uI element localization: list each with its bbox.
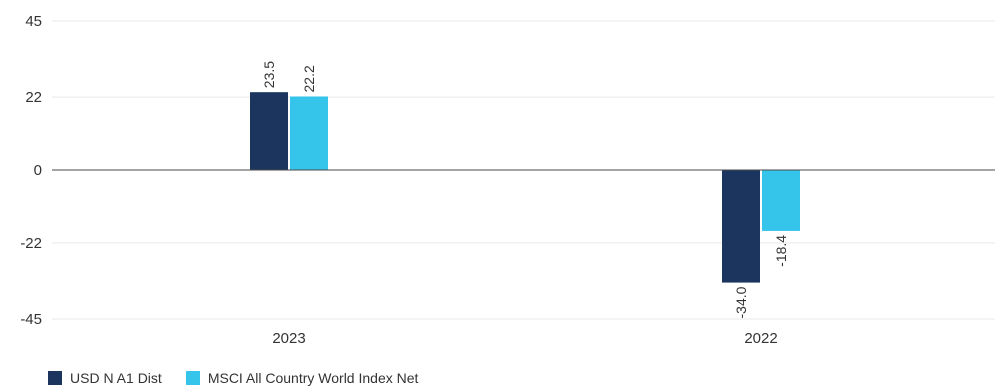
data-label: 23.5 — [261, 61, 277, 88]
gridlines — [52, 20, 995, 320]
x-axis: 2023 2022 — [272, 330, 777, 347]
legend-item-series-2: MSCI All Country World Index Net — [185, 370, 419, 386]
data-label: -34.0 — [733, 286, 749, 318]
data-label: -18.4 — [773, 235, 789, 267]
bar — [762, 170, 800, 231]
legend-swatch — [48, 371, 62, 385]
bar — [250, 92, 288, 170]
data-labels: 23.5 22.2 -34.0 -18.4 — [261, 61, 789, 319]
bar — [722, 170, 760, 283]
x-tick-label: 2023 — [272, 330, 305, 347]
legend-swatch — [185, 371, 200, 385]
x-tick-label: 2022 — [744, 330, 777, 347]
y-axis: 45 22 0 -22 -45 — [20, 13, 42, 328]
legend-label: MSCI All Country World Index Net — [207, 370, 419, 386]
y-tick-label: -45 — [20, 311, 42, 328]
legend: USD N A1 Dist MSCI All Country World Ind… — [48, 370, 418, 386]
data-label: 22.2 — [301, 65, 317, 92]
bars — [250, 92, 800, 283]
legend-item-series-1: USD N A1 Dist — [48, 370, 162, 386]
legend-label: USD N A1 Dist — [70, 370, 162, 386]
y-tick-label: -22 — [20, 235, 42, 252]
y-tick-label: 0 — [34, 162, 42, 179]
bar — [290, 96, 328, 170]
y-tick-label: 22 — [25, 89, 42, 106]
y-tick-label: 45 — [25, 13, 42, 30]
